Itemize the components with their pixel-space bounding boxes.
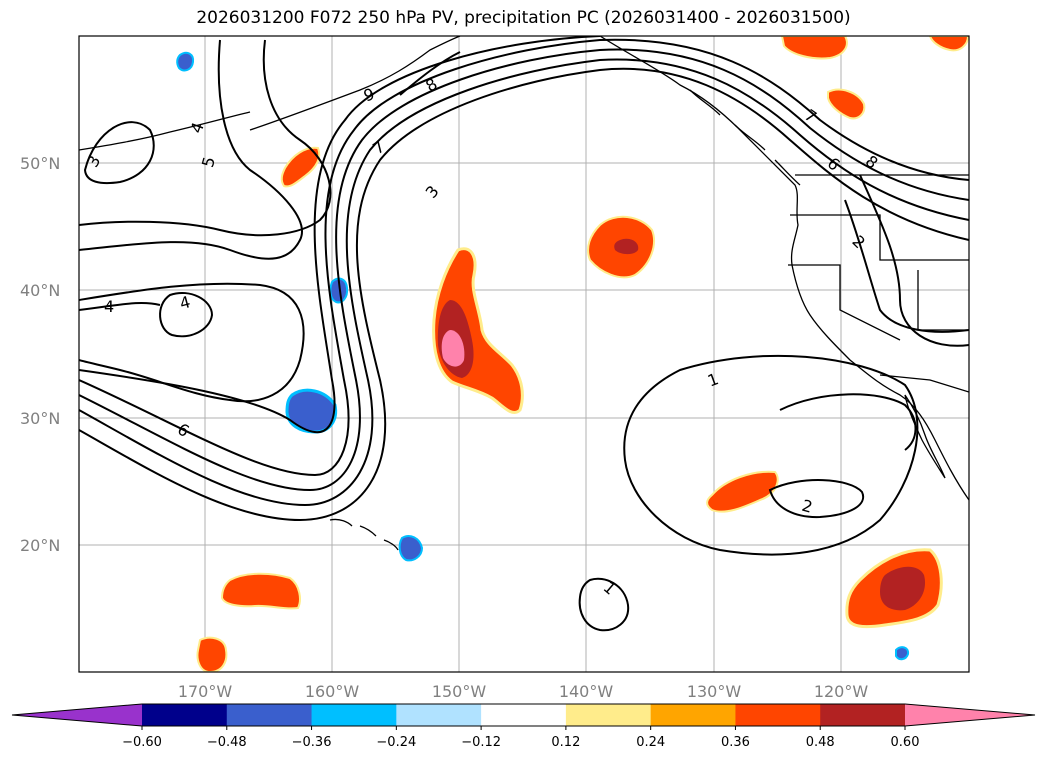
colorbar-segment	[142, 704, 228, 726]
pv-contours	[79, 36, 969, 632]
precip-patch-negative-north	[176, 51, 195, 72]
map-border	[78, 35, 970, 673]
colorbar-tick-label: −0.36	[292, 735, 332, 750]
contour-label: 5	[198, 155, 219, 170]
pv-contour-4-left	[79, 301, 161, 311]
precip-patch-top-right	[780, 36, 848, 60]
colorbar-segment	[396, 704, 482, 726]
border-states-3	[917, 270, 969, 331]
lon-label: 140°W	[559, 682, 614, 701]
precipitation-shading	[176, 36, 969, 672]
precip-patch-negative-southeast	[895, 646, 910, 661]
lon-label: 170°W	[178, 682, 233, 701]
colorbar-segment	[820, 704, 906, 726]
coast-aleutians	[79, 111, 251, 151]
pv-contour-trough-4	[79, 38, 969, 477]
coast-bc-islands	[689, 89, 801, 186]
pv-contour-3-loop	[83, 121, 155, 185]
precip-patch-southeast-core	[880, 566, 926, 611]
coast-hawaii-islands	[329, 518, 399, 551]
colorbar-tick-label: −0.48	[207, 735, 247, 750]
latitude-labels: 50°N 40°N 30°N 20°N	[20, 154, 60, 555]
pv-contour-east-1	[859, 174, 969, 347]
colorbar: −0.60 −0.48 −0.36 −0.24 −0.12 0.12 0.24 0.36 0.4…	[11, 703, 1036, 750]
pv-contour-west-low	[79, 282, 305, 403]
lat-label: 40°N	[20, 281, 60, 300]
lat-label: 20°N	[20, 536, 60, 555]
lon-label: 130°W	[687, 682, 742, 701]
colorbar-tick-label: 0.24	[636, 735, 665, 750]
precip-patch-far-southwest	[196, 636, 228, 672]
colorbar-tick-label: −0.12	[461, 735, 501, 750]
pv-contour-outer-trough	[79, 67, 969, 522]
precip-patch-subtropical-east	[706, 470, 779, 513]
precip-patch-southwest	[220, 572, 301, 610]
pv-contour-2-east	[779, 393, 917, 451]
colorbar-segment	[481, 704, 567, 726]
contour-label: 4	[178, 292, 193, 313]
colorbar-tick-label: 0.12	[551, 735, 580, 750]
colorbar-segment	[311, 704, 397, 726]
pv-contour-trough-2	[79, 58, 969, 507]
coastlines	[79, 36, 969, 551]
coast-baja	[904, 394, 946, 479]
colorbar-tick-label: −0.24	[376, 735, 416, 750]
colorbar-tick-label: 0.60	[891, 735, 920, 750]
colorbar-extend-min	[12, 704, 142, 726]
coast-north-america-west	[599, 36, 969, 501]
lon-label: 160°W	[305, 682, 360, 701]
colorbar-segment	[650, 704, 736, 726]
precip-patch-gulf-alaska	[827, 88, 866, 120]
map-title: 2026031200 F072 250 hPa PV, precipitatio…	[196, 8, 851, 28]
pv-contour-1-south	[578, 577, 630, 632]
pv-contour-trough-3	[79, 48, 969, 492]
pv-contour-8	[399, 51, 461, 96]
colorbar-tick-label: −0.60	[122, 735, 162, 750]
border-states-1	[790, 214, 969, 261]
coast-alaska-peninsula	[249, 36, 461, 131]
colorbar-tick-label: 0.36	[721, 735, 750, 750]
colorbar-extend-max	[905, 704, 1035, 726]
map-frame-background	[79, 36, 969, 672]
contour-label: 4	[104, 297, 114, 316]
precip-patch-top-corner	[928, 36, 969, 52]
pv-contour-1	[623, 354, 919, 556]
border-states-2	[788, 264, 901, 341]
contour-label: 2	[800, 496, 815, 517]
pv-contour-west-ridge	[79, 39, 332, 237]
lat-label: 30°N	[20, 409, 60, 428]
pv-contour-east-2	[844, 199, 969, 333]
precip-patch-negative-hawaii	[398, 535, 424, 562]
pv-contour-4-loop	[159, 292, 214, 338]
pv-contour-trough-5	[79, 36, 601, 434]
lon-label: 150°W	[432, 682, 487, 701]
lon-label: 120°W	[814, 682, 869, 701]
pv-contour-2-loop	[768, 479, 865, 519]
precip-patch-north-core	[614, 238, 639, 255]
colorbar-segment	[226, 704, 313, 726]
pv-contour-west-inner	[79, 39, 303, 260]
colorbar-tick-label: 0.48	[806, 735, 835, 750]
colorbar-segment	[735, 704, 821, 726]
colorbar-segment	[565, 704, 652, 726]
precip-patch-northwest	[280, 146, 321, 188]
border-us-mexico	[879, 374, 969, 393]
longitude-labels: 170°W 160°W 150°W 140°W 130°W 120°W	[178, 682, 869, 701]
precip-patch-central-max	[441, 330, 465, 367]
lat-label: 50°N	[20, 154, 60, 173]
